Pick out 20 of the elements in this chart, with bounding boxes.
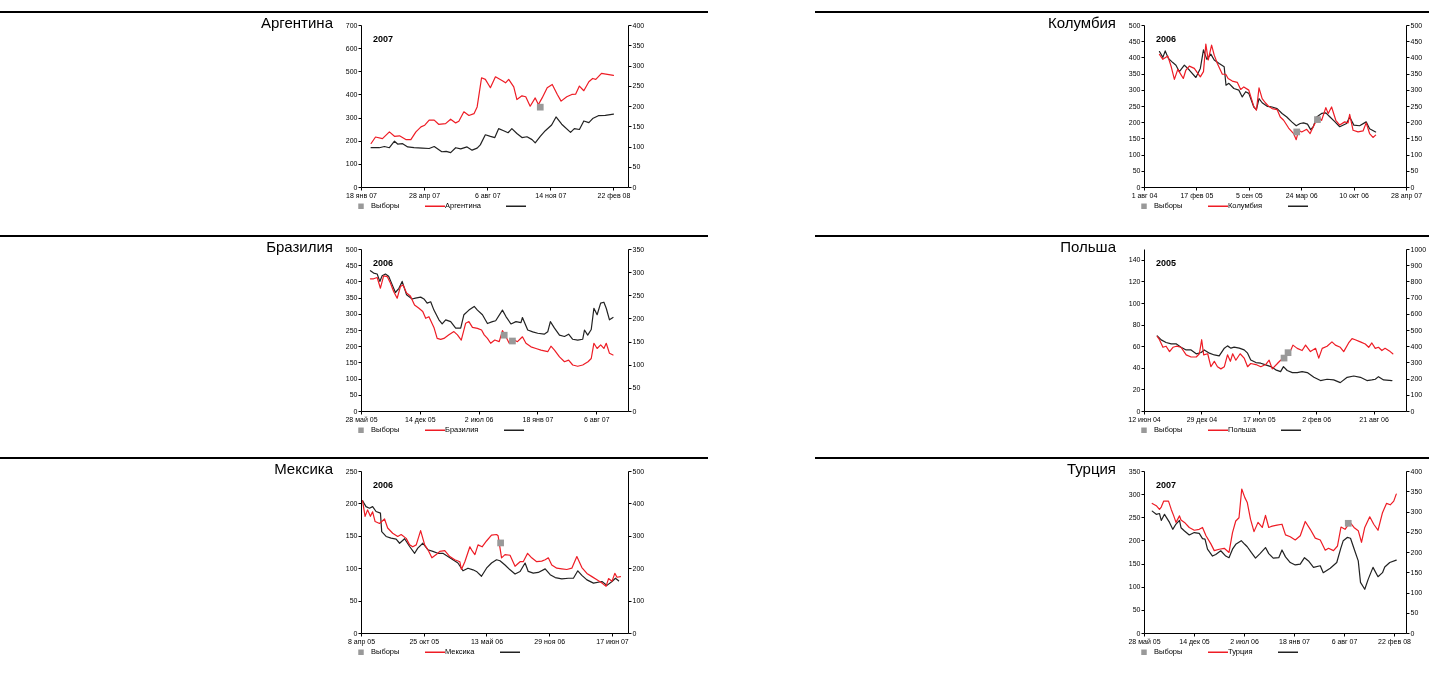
line-series [1151,488,1397,554]
annotation: 2007 [1156,480,1177,490]
annotation: 2006 [373,480,394,490]
chart-title: Аргентина [261,14,334,31]
line-series [370,72,615,145]
chart-title: Турция [1066,460,1116,477]
annotation: 2007 [373,34,394,44]
chart-title: Польша [1060,238,1117,255]
line-series [1156,335,1394,370]
chart-title: Мексика [274,460,334,477]
line-series [1151,510,1397,590]
line-series [369,275,614,367]
line-series [1156,335,1393,384]
annotation: 2005 [1156,258,1177,268]
annotation: 2006 [1156,34,1177,44]
chart-title: Бразилия [266,238,333,255]
line-series [370,113,615,154]
line-series [369,270,614,341]
chart-title: Колумбия [1047,14,1116,31]
annotation: 2006 [373,258,394,268]
